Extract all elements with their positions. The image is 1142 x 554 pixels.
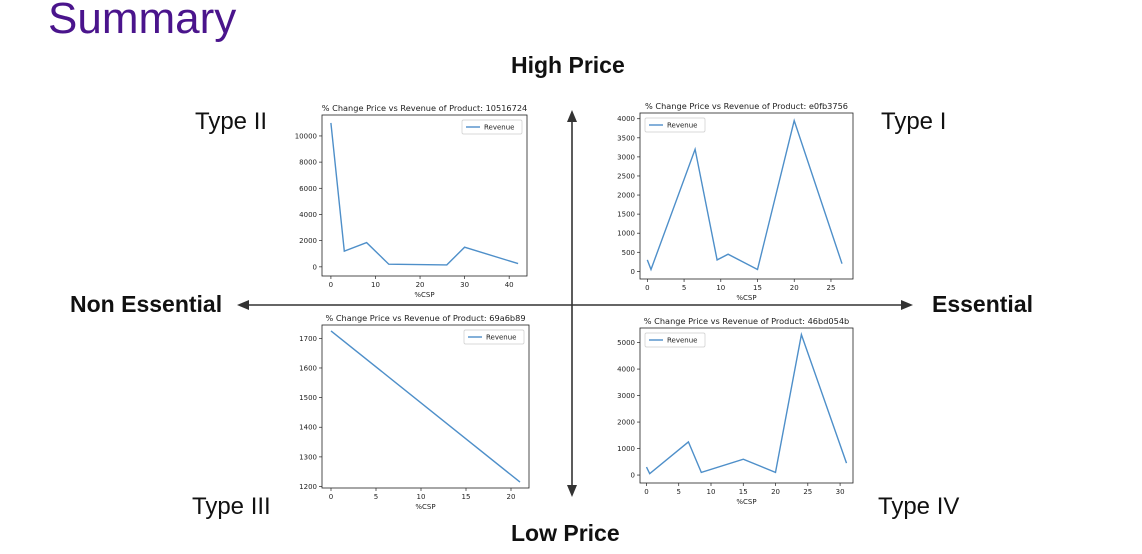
x-tick-label: 20 <box>416 281 425 289</box>
type-label-top-left: Type II <box>195 108 268 135</box>
chart-title: % Change Price vs Revenue of Product: 46… <box>644 316 849 326</box>
y-tick-label: 500 <box>622 249 635 257</box>
y-tick-label: 2000 <box>617 192 635 200</box>
y-tick-label: 8000 <box>299 159 317 167</box>
y-tick-label: 1600 <box>299 364 317 372</box>
x-axis-label: %CSP <box>736 294 756 302</box>
axis-label-essential: Essential <box>932 291 1033 317</box>
arrow-right-icon <box>901 300 913 310</box>
x-tick-label: 0 <box>644 488 648 496</box>
axis-label-high-price: High Price <box>511 52 625 78</box>
arrow-up-icon <box>567 110 577 122</box>
y-tick-label: 2000 <box>299 237 317 245</box>
y-tick-label: 4000 <box>617 366 635 374</box>
y-tick-label: 2000 <box>617 419 635 427</box>
y-tick-label: 0 <box>313 263 317 271</box>
x-tick-label: 10 <box>707 488 716 496</box>
y-tick-label: 1200 <box>299 483 317 491</box>
y-tick-label: 10000 <box>295 132 317 140</box>
x-tick-label: 15 <box>753 284 762 292</box>
x-tick-label: 15 <box>462 493 471 501</box>
series-line-revenue <box>330 330 521 483</box>
y-tick-label: 1500 <box>299 394 317 402</box>
x-tick-label: 0 <box>329 281 333 289</box>
legend-label: Revenue <box>484 124 515 132</box>
type-label-top-right: Type I <box>881 108 947 135</box>
x-axis-label: %CSP <box>736 498 756 506</box>
y-tick-label: 1000 <box>617 445 635 453</box>
plot-frame <box>321 114 528 277</box>
x-axis-label: %CSP <box>415 503 435 511</box>
x-tick-label: 5 <box>676 488 680 496</box>
x-tick-label: 5 <box>374 493 378 501</box>
chart-title: % Change Price vs Revenue of Product: 10… <box>322 103 528 113</box>
y-tick-label: 4000 <box>617 115 635 123</box>
x-tick-label: 20 <box>790 284 799 292</box>
x-tick-label: 10 <box>371 281 380 289</box>
y-tick-label: 1400 <box>299 424 317 432</box>
y-tick-label: 1700 <box>299 335 317 343</box>
axis-label-low-price: Low Price <box>511 520 620 546</box>
x-tick-label: 10 <box>716 284 725 292</box>
y-tick-label: 3500 <box>617 134 635 142</box>
chart-title: % Change Price vs Revenue of Product: 69… <box>325 313 525 323</box>
y-tick-label: 1000 <box>617 230 635 238</box>
x-tick-label: 0 <box>645 284 649 292</box>
x-tick-label: 30 <box>836 488 845 496</box>
x-tick-label: 30 <box>460 281 469 289</box>
legend-label: Revenue <box>486 334 517 342</box>
chart-title: % Change Price vs Revenue of Product: e0… <box>645 101 848 111</box>
y-tick-label: 0 <box>631 472 635 480</box>
type-label-bottom-left: Type III <box>192 493 271 520</box>
x-tick-label: 0 <box>329 493 333 501</box>
y-tick-label: 0 <box>631 268 635 276</box>
x-tick-label: 40 <box>505 281 514 289</box>
y-tick-label: 2500 <box>617 172 635 180</box>
legend-box <box>644 117 706 133</box>
y-tick-label: 3000 <box>617 392 635 400</box>
series-line-revenue <box>646 118 843 272</box>
x-tick-label: 25 <box>827 284 836 292</box>
x-tick-label: 10 <box>417 493 426 501</box>
x-tick-label: 20 <box>507 493 516 501</box>
legend-label: Revenue <box>667 337 698 345</box>
legend-box <box>463 329 525 345</box>
legend-box <box>461 119 523 135</box>
y-tick-label: 1300 <box>299 453 317 461</box>
legend-label: Revenue <box>667 122 698 130</box>
y-tick-label: 5000 <box>617 339 635 347</box>
x-tick-label: 25 <box>803 488 812 496</box>
type-label-bottom-right: Type IV <box>878 493 960 520</box>
series-line-revenue <box>645 331 848 475</box>
page-title: Summary <box>48 0 237 43</box>
x-tick-label: 15 <box>739 488 748 496</box>
plot-frame <box>321 324 530 489</box>
y-tick-label: 4000 <box>299 211 317 219</box>
x-tick-label: 5 <box>682 284 686 292</box>
plot-frame <box>639 327 854 484</box>
y-tick-label: 6000 <box>299 185 317 193</box>
y-tick-label: 1500 <box>617 211 635 219</box>
arrow-left-icon <box>237 300 249 310</box>
x-axis-label: %CSP <box>414 291 434 299</box>
legend-box <box>644 332 706 348</box>
x-tick-label: 20 <box>771 488 780 496</box>
plot-frame <box>639 112 854 280</box>
arrow-down-icon <box>567 485 577 497</box>
y-tick-label: 3000 <box>617 153 635 161</box>
axis-label-non-essential: Non Essential <box>70 291 223 317</box>
